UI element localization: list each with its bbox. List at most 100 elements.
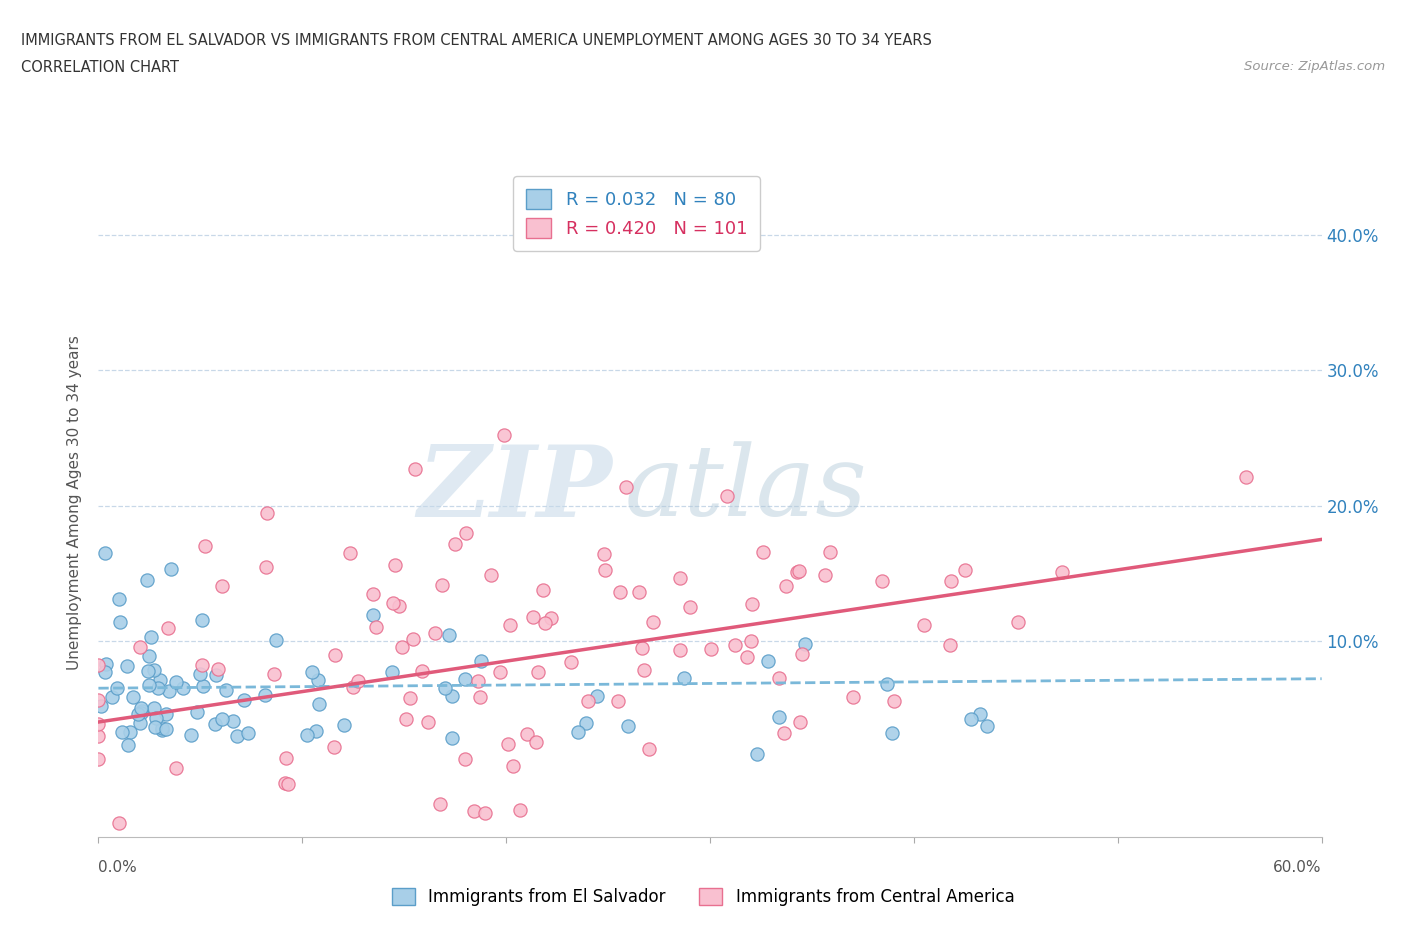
- Point: [700, 641, 723, 656]
- Point: [522, 609, 544, 624]
- Point: [470, 654, 492, 669]
- Point: [188, 666, 211, 681]
- Point: [149, 672, 172, 687]
- Point: [108, 816, 131, 830]
- Point: [574, 715, 596, 730]
- Y-axis label: Unemployment Among Ages 30 to 34 years: Unemployment Among Ages 30 to 34 years: [67, 335, 83, 670]
- Text: CORRELATION CHART: CORRELATION CHART: [21, 60, 179, 75]
- Point: [741, 596, 763, 611]
- Point: [638, 741, 661, 756]
- Point: [672, 671, 695, 685]
- Point: [157, 684, 180, 698]
- Point: [381, 664, 404, 679]
- Point: [576, 694, 599, 709]
- Point: [540, 610, 562, 625]
- Point: [347, 673, 370, 688]
- Point: [194, 538, 217, 553]
- Point: [222, 714, 245, 729]
- Point: [585, 688, 607, 703]
- Text: 0.0%: 0.0%: [98, 860, 138, 875]
- Point: [131, 704, 153, 719]
- Point: [155, 722, 177, 737]
- Point: [404, 461, 426, 476]
- Point: [118, 725, 141, 740]
- Point: [443, 537, 465, 551]
- Point: [679, 600, 702, 615]
- Point: [87, 716, 110, 731]
- Point: [1050, 565, 1073, 580]
- Point: [276, 751, 298, 765]
- Point: [627, 585, 650, 600]
- Point: [441, 730, 464, 745]
- Text: IMMIGRANTS FROM EL SALVADOR VS IMMIGRANTS FROM CENTRAL AMERICA UNEMPLOYMENT AMON: IMMIGRANTS FROM EL SALVADOR VS IMMIGRANT…: [21, 33, 932, 47]
- Point: [593, 546, 616, 561]
- Point: [165, 760, 187, 775]
- Point: [468, 690, 491, 705]
- Point: [467, 673, 489, 688]
- Point: [454, 671, 477, 686]
- Point: [960, 711, 983, 726]
- Point: [122, 690, 145, 705]
- Point: [138, 649, 160, 664]
- Point: [441, 688, 464, 703]
- Point: [740, 634, 762, 649]
- Point: [474, 805, 496, 820]
- Point: [333, 718, 356, 733]
- Point: [150, 723, 173, 737]
- Point: [841, 690, 863, 705]
- Point: [129, 706, 152, 721]
- Point: [366, 619, 388, 634]
- Text: atlas: atlas: [624, 441, 868, 537]
- Point: [716, 488, 738, 503]
- Point: [606, 693, 628, 708]
- Point: [789, 715, 811, 730]
- Point: [172, 681, 194, 696]
- Point: [142, 662, 165, 677]
- Point: [792, 647, 814, 662]
- Point: [136, 663, 159, 678]
- Point: [735, 650, 758, 665]
- Point: [129, 715, 152, 730]
- Point: [190, 612, 212, 627]
- Point: [301, 665, 323, 680]
- Point: [339, 545, 361, 560]
- Point: [146, 681, 169, 696]
- Point: [264, 633, 287, 648]
- Point: [204, 717, 226, 732]
- Point: [307, 673, 329, 688]
- Point: [882, 725, 904, 740]
- Point: [115, 659, 138, 674]
- Point: [105, 681, 128, 696]
- Point: [526, 665, 548, 680]
- Legend: Immigrants from El Salvador, Immigrants from Central America: Immigrants from El Salvador, Immigrants …: [385, 881, 1021, 912]
- Point: [751, 544, 773, 559]
- Point: [138, 678, 160, 693]
- Text: 60.0%: 60.0%: [1274, 860, 1322, 875]
- Point: [211, 711, 233, 726]
- Text: ZIP: ZIP: [418, 441, 612, 537]
- Point: [87, 728, 110, 743]
- Point: [211, 579, 233, 594]
- Point: [145, 711, 167, 725]
- Point: [502, 759, 524, 774]
- Point: [191, 678, 214, 693]
- Point: [363, 607, 385, 622]
- Point: [953, 563, 976, 578]
- Point: [391, 640, 413, 655]
- Point: [595, 562, 617, 577]
- Point: [274, 776, 297, 790]
- Point: [1234, 470, 1257, 485]
- Point: [297, 728, 319, 743]
- Point: [560, 655, 582, 670]
- Legend: R = 0.032   N = 80, R = 0.420   N = 101: R = 0.032 N = 80, R = 0.420 N = 101: [513, 177, 759, 250]
- Point: [747, 747, 769, 762]
- Point: [117, 738, 139, 753]
- Point: [509, 803, 531, 817]
- Point: [141, 630, 163, 644]
- Point: [969, 707, 991, 722]
- Point: [94, 545, 117, 560]
- Point: [127, 707, 149, 722]
- Point: [87, 693, 110, 708]
- Point: [363, 587, 385, 602]
- Point: [724, 637, 747, 652]
